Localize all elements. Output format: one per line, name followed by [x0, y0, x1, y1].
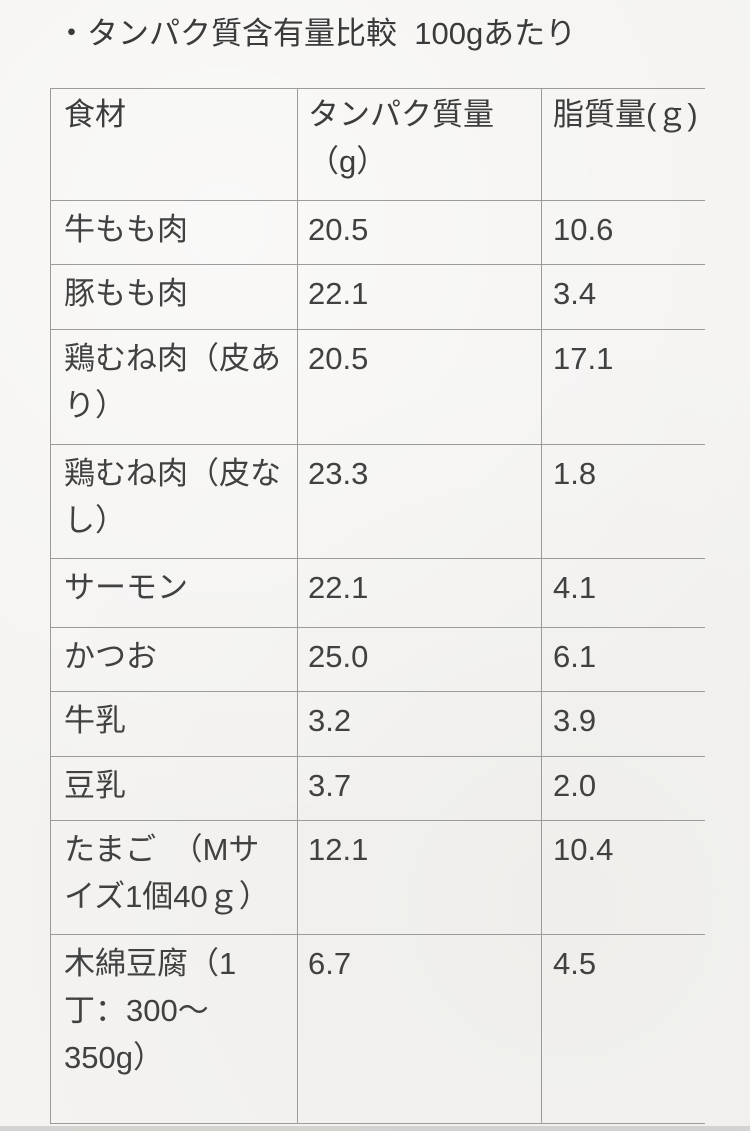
cell-fat: 6.1	[541, 627, 705, 692]
note-title: ・タンパク質含有量比較 100gあたり	[56, 16, 577, 51]
table-row: 鶏むね肉（皮あ り） 20.5 17.1	[50, 329, 705, 445]
table-row: サーモン 22.1 4.1	[50, 558, 705, 628]
table-row: たまご （Mサ イズ1個40ｇ） 12.1 10.4	[50, 820, 705, 935]
table-row: 牛もも肉 20.5 10.6	[50, 200, 705, 265]
cell-food: 豚もも肉	[50, 264, 298, 330]
table-row: 木綿豆腐（1 丁：300〜 350g） 6.7 4.5	[50, 934, 705, 1124]
cell-protein: 23.3	[297, 444, 542, 559]
col-header-protein: タンパク質量 （g）	[297, 88, 542, 201]
cell-fat: 4.1	[541, 558, 705, 628]
col-header-food: 食材	[50, 88, 298, 201]
table-row: 豆乳 3.7 2.0	[50, 756, 705, 821]
cell-protein: 20.5	[297, 329, 542, 445]
table-row: 牛乳 3.2 3.9	[50, 691, 705, 757]
cell-protein: 12.1	[297, 820, 542, 935]
table-row: かつお 25.0 6.1	[50, 627, 705, 692]
cell-protein: 3.7	[297, 756, 542, 821]
cell-fat: 10.4	[541, 820, 705, 935]
nutrition-table: 食材 タンパク質量 （g） 脂質量(ｇ) 牛もも肉 20.5 10.6 豚もも肉…	[50, 88, 705, 1124]
table-header-row: 食材 タンパク質量 （g） 脂質量(ｇ)	[50, 88, 705, 201]
cell-fat: 1.8	[541, 444, 705, 559]
cell-protein: 20.5	[297, 200, 542, 265]
cell-food: 牛乳	[50, 691, 298, 757]
cell-fat: 3.4	[541, 264, 705, 330]
cell-fat: 17.1	[541, 329, 705, 445]
cell-protein: 22.1	[297, 558, 542, 628]
cell-protein: 6.7	[297, 934, 542, 1124]
cell-fat: 3.9	[541, 691, 705, 757]
cell-food: 豆乳	[50, 756, 298, 821]
cell-fat: 4.5	[541, 934, 705, 1124]
cell-protein: 3.2	[297, 691, 542, 757]
cell-fat: 10.6	[541, 200, 705, 265]
cell-protein: 25.0	[297, 627, 542, 692]
table-row: 鶏むね肉（皮な し） 23.3 1.8	[50, 444, 705, 559]
cell-food: たまご （Mサ イズ1個40ｇ）	[50, 820, 298, 935]
col-header-fat: 脂質量(ｇ)	[541, 88, 705, 201]
cell-food: 鶏むね肉（皮な し）	[50, 444, 298, 559]
cell-fat: 2.0	[541, 756, 705, 821]
cell-food: 木綿豆腐（1 丁：300〜 350g）	[50, 934, 298, 1124]
cell-food: かつお	[50, 627, 298, 692]
table-row: 豚もも肉 22.1 3.4	[50, 264, 705, 330]
cell-food: 鶏むね肉（皮あ り）	[50, 329, 298, 445]
cell-protein: 22.1	[297, 264, 542, 330]
cell-food: 牛もも肉	[50, 200, 298, 265]
cell-food: サーモン	[50, 558, 298, 628]
page-bottom-edge	[0, 1126, 750, 1131]
